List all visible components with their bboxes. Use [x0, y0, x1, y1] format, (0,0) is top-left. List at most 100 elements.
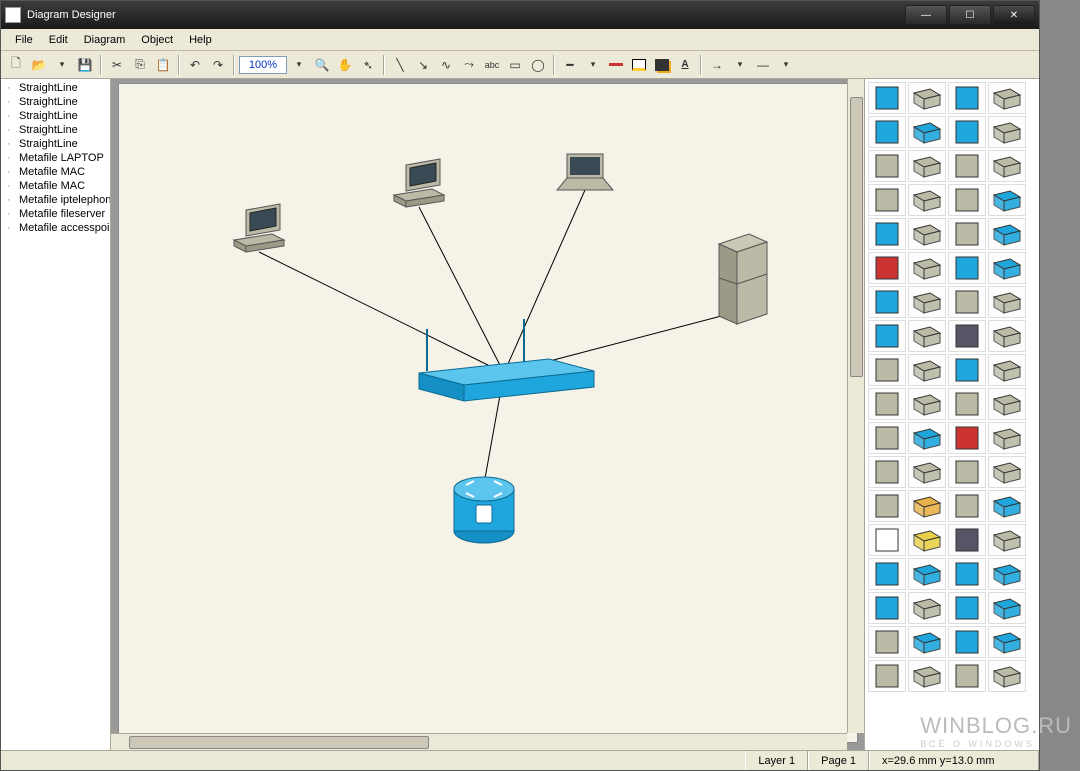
horizontal-scrollbar[interactable] — [111, 733, 847, 750]
redo-icon[interactable]: ↷ — [207, 54, 229, 76]
palette-shape[interactable] — [868, 218, 906, 250]
palette-shape[interactable] — [908, 626, 946, 658]
palette-shape[interactable] — [868, 456, 906, 488]
palette-shape[interactable] — [868, 524, 906, 556]
ellipse-tool-icon[interactable]: ◯ — [527, 54, 549, 76]
palette-shape[interactable] — [988, 320, 1026, 352]
arrow-end-icon[interactable]: — — [752, 54, 774, 76]
tree-item[interactable]: StraightLine — [1, 81, 110, 95]
palette-shape[interactable] — [988, 184, 1026, 216]
palette-shape[interactable] — [908, 558, 946, 590]
palette-shape[interactable] — [908, 320, 946, 352]
polyline-tool-icon[interactable]: ∿ — [435, 54, 457, 76]
pointer-icon[interactable]: ➴ — [357, 54, 379, 76]
palette-shape[interactable] — [868, 320, 906, 352]
tree-item[interactable]: Metafile LAPTOP — [1, 151, 110, 165]
line-tool-icon[interactable]: ╲ — [389, 54, 411, 76]
palette-shape[interactable] — [868, 252, 906, 284]
status-page[interactable]: Page 1 — [808, 751, 869, 770]
palette-shape[interactable] — [868, 184, 906, 216]
palette-shape[interactable] — [988, 354, 1026, 386]
palette-shape[interactable] — [948, 150, 986, 182]
palette-shape[interactable] — [948, 252, 986, 284]
palette-shape[interactable] — [948, 660, 986, 692]
palette-shape[interactable] — [948, 626, 986, 658]
palette-shape[interactable] — [908, 592, 946, 624]
palette-shape[interactable] — [948, 490, 986, 522]
palette-shape[interactable] — [988, 116, 1026, 148]
curve-tool-icon[interactable]: ⤳ — [458, 54, 480, 76]
palette-shape[interactable] — [908, 354, 946, 386]
maximize-button[interactable]: ☐ — [949, 5, 991, 25]
palette-shape[interactable] — [908, 150, 946, 182]
palette-shape[interactable] — [988, 422, 1026, 454]
cut-icon[interactable]: ✂ — [106, 54, 128, 76]
palette-shape[interactable] — [908, 252, 946, 284]
new-icon[interactable]: 🗋 — [5, 54, 27, 76]
palette-shape[interactable] — [948, 218, 986, 250]
palette-shape[interactable] — [868, 490, 906, 522]
status-layer[interactable]: Layer 1 — [745, 751, 808, 770]
palette-shape[interactable] — [908, 184, 946, 216]
palette-shape[interactable] — [868, 660, 906, 692]
arrow-start-dropdown-icon[interactable]: ▾ — [729, 54, 751, 76]
text-tool-icon[interactable]: abc — [481, 54, 503, 76]
menu-file[interactable]: File — [7, 32, 41, 48]
palette-shape[interactable] — [988, 490, 1026, 522]
palette-shape[interactable] — [988, 558, 1026, 590]
palette-shape[interactable] — [988, 388, 1026, 420]
shadow-color-icon[interactable] — [651, 54, 673, 76]
palette-shape[interactable] — [908, 422, 946, 454]
palette-shape[interactable] — [948, 286, 986, 318]
menu-object[interactable]: Object — [133, 32, 181, 48]
palette-shape[interactable] — [988, 218, 1026, 250]
palette-shape[interactable] — [908, 116, 946, 148]
tree-item[interactable]: Metafile fileserver — [1, 207, 110, 221]
palette-shape[interactable] — [908, 490, 946, 522]
palette-shape[interactable] — [868, 116, 906, 148]
palette-shape[interactable] — [988, 286, 1026, 318]
arrow-start-icon[interactable]: → — [706, 54, 728, 76]
palette-shape[interactable] — [988, 660, 1026, 692]
undo-icon[interactable]: ↶ — [184, 54, 206, 76]
menu-edit[interactable]: Edit — [41, 32, 76, 48]
palette-shape[interactable] — [948, 558, 986, 590]
canvas-area[interactable] — [111, 79, 864, 750]
save-icon[interactable]: 💾 — [74, 54, 96, 76]
rect-tool-icon[interactable]: ▭ — [504, 54, 526, 76]
palette-shape[interactable] — [908, 524, 946, 556]
open-icon[interactable]: 📂 — [28, 54, 50, 76]
palette-shape[interactable] — [948, 320, 986, 352]
palette-shape[interactable] — [868, 150, 906, 182]
menu-diagram[interactable]: Diagram — [76, 32, 134, 48]
palette-shape[interactable] — [868, 626, 906, 658]
menu-help[interactable]: Help — [181, 32, 220, 48]
tree-item[interactable]: StraightLine — [1, 123, 110, 137]
minimize-button[interactable]: — — [905, 5, 947, 25]
palette-shape[interactable] — [988, 150, 1026, 182]
palette-shape[interactable] — [948, 422, 986, 454]
fill-color-icon[interactable] — [628, 54, 650, 76]
tree-item[interactable]: StraightLine — [1, 109, 110, 123]
diagram-svg[interactable] — [139, 84, 839, 734]
line-weight-icon[interactable]: ━ — [559, 54, 581, 76]
arrow-tool-icon[interactable]: ↘ — [412, 54, 434, 76]
palette-shape[interactable] — [868, 558, 906, 590]
palette-shape[interactable] — [948, 116, 986, 148]
vertical-scrollbar[interactable] — [847, 79, 864, 733]
palette-shape[interactable] — [948, 456, 986, 488]
palette-shape[interactable] — [948, 354, 986, 386]
palette-shape[interactable] — [908, 456, 946, 488]
palette-shape[interactable] — [988, 626, 1026, 658]
tree-item[interactable]: Metafile MAC — [1, 179, 110, 193]
palette-shape[interactable] — [988, 456, 1026, 488]
tree-item[interactable]: Metafile accesspoint — [1, 221, 110, 235]
zoom-input[interactable]: 100% — [239, 56, 287, 74]
zoom-tool-icon[interactable]: 🔍 — [311, 54, 333, 76]
tree-item[interactable]: StraightLine — [1, 95, 110, 109]
line-style-dropdown-icon[interactable]: ▾ — [582, 54, 604, 76]
line-color-icon[interactable] — [605, 54, 627, 76]
palette-shape[interactable] — [868, 286, 906, 318]
palette-shape[interactable] — [908, 218, 946, 250]
palette-shape[interactable] — [948, 524, 986, 556]
